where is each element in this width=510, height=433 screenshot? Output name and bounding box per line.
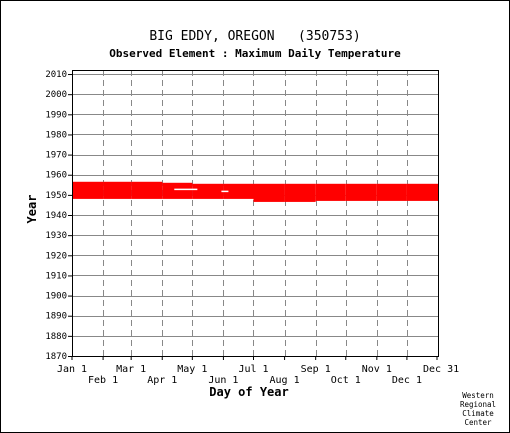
y-tick-label: 1980	[45, 130, 67, 140]
coverage-bar	[72, 181, 104, 199]
y-tick-label: 1880	[45, 332, 67, 342]
y-tick-label: 1920	[45, 251, 67, 261]
credit-line: Regional	[460, 400, 496, 409]
credit-line: Western	[462, 391, 494, 400]
y-tick-label: 1950	[45, 191, 67, 201]
x-tick-label: Mar 1	[116, 364, 146, 375]
credit-line: Center	[464, 418, 492, 427]
x-tick-label: Sep 1	[301, 364, 331, 375]
x-tick-label: May 1	[177, 364, 207, 375]
coverage-bar	[284, 183, 316, 202]
missing-gap	[174, 188, 198, 191]
coverage-bar	[131, 181, 163, 199]
x-tick-label: Jan 1	[57, 364, 87, 375]
x-tick-label: Jul 1	[238, 364, 268, 375]
credit-line: Climate	[462, 409, 494, 418]
coverage-bar	[103, 181, 132, 199]
y-tick-label: 1890	[45, 312, 67, 322]
grid-lines	[72, 70, 438, 357]
y-tick-label: 1910	[45, 271, 67, 281]
y-tick-label: 1870	[45, 352, 67, 362]
x-tick-label: Apr 1	[147, 375, 177, 386]
coverage-bar	[376, 183, 407, 201]
coverage-bar	[406, 183, 438, 201]
y-tick-label: 2010	[45, 70, 67, 80]
y-tick-label: 1990	[45, 110, 67, 120]
x-tick-label: Oct 1	[331, 375, 361, 386]
x-tick-label: Dec 31	[423, 364, 459, 375]
y-tick-label: 1970	[45, 151, 67, 161]
chart-subtitle: Observed Element : Maximum Daily Tempera…	[109, 47, 401, 60]
coverage-bar	[223, 183, 254, 199]
y-tick-label: 1930	[45, 231, 67, 241]
missing-gap	[221, 190, 229, 193]
x-tick-label: Nov 1	[362, 364, 392, 375]
x-tick-label: Jun 1	[208, 375, 238, 386]
x-tick-label: Aug 1	[270, 375, 300, 386]
missing-gaps	[174, 188, 229, 193]
y-tick-label: 1940	[45, 211, 67, 221]
chart-title: BIG EDDY, OREGON (350753)	[149, 29, 360, 44]
coverage-bar	[192, 183, 224, 199]
tick-labels: 1870 1880 1890 1900 1910 1920 1930 1940 1950 1960…	[45, 70, 459, 386]
x-tick-label: Feb 1	[88, 375, 118, 386]
y-axis-label: Year	[25, 195, 39, 224]
x-axis-label: Day of Year	[209, 385, 288, 399]
y-tick-label: 2000	[45, 90, 67, 100]
coverage-bar	[315, 183, 346, 201]
coverage-bars	[72, 181, 438, 202]
coverage-bar	[345, 183, 377, 201]
plot-border	[72, 70, 439, 357]
coverage-bar	[162, 182, 193, 199]
y-tick-label: 1960	[45, 171, 67, 181]
x-tick-label: Dec 1	[392, 375, 422, 386]
y-tick-label: 1900	[45, 292, 67, 302]
coverage-bar	[253, 183, 285, 202]
